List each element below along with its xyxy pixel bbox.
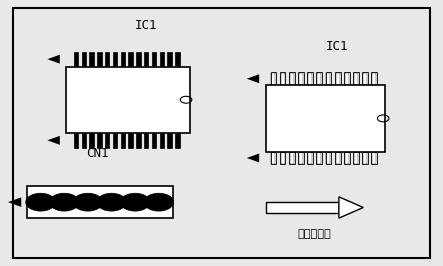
Bar — [167, 52, 172, 66]
Bar — [280, 72, 285, 85]
Bar — [136, 52, 140, 66]
Bar — [290, 73, 294, 85]
Bar — [298, 72, 304, 85]
Bar — [299, 73, 303, 85]
Bar — [289, 72, 295, 85]
Bar — [307, 72, 313, 85]
Polygon shape — [247, 153, 259, 163]
Bar — [335, 152, 341, 164]
Bar — [344, 152, 350, 164]
Bar — [159, 133, 164, 148]
Bar — [113, 133, 117, 148]
Bar — [308, 152, 312, 164]
Bar — [144, 52, 148, 66]
Circle shape — [49, 193, 79, 211]
Bar — [354, 73, 358, 85]
Text: IC1: IC1 — [135, 19, 157, 32]
Bar — [316, 152, 322, 164]
Circle shape — [73, 193, 103, 211]
Bar — [345, 152, 349, 164]
Bar — [280, 152, 285, 164]
Bar — [345, 73, 349, 85]
Bar — [82, 52, 86, 66]
Bar — [74, 133, 78, 148]
Bar — [281, 152, 284, 164]
Bar — [271, 152, 276, 164]
Bar — [371, 152, 377, 164]
Polygon shape — [8, 197, 21, 207]
Bar — [128, 133, 133, 148]
Bar — [308, 73, 312, 85]
Bar — [167, 133, 172, 148]
Bar — [307, 152, 313, 164]
Bar — [113, 52, 117, 66]
Bar — [372, 152, 376, 164]
Bar — [271, 72, 276, 85]
Bar — [105, 133, 109, 148]
Bar — [128, 52, 133, 66]
Bar — [335, 72, 341, 85]
Bar — [152, 133, 156, 148]
Bar — [66, 66, 190, 133]
Bar — [362, 72, 368, 85]
Bar — [281, 73, 284, 85]
Text: CN1: CN1 — [86, 147, 109, 160]
Bar — [326, 152, 330, 164]
Bar — [27, 186, 173, 218]
Bar — [120, 133, 125, 148]
Bar — [74, 52, 78, 66]
Circle shape — [144, 193, 174, 211]
Bar — [105, 52, 109, 66]
Bar — [89, 52, 94, 66]
Bar — [272, 73, 276, 85]
Circle shape — [120, 193, 150, 211]
Polygon shape — [47, 55, 60, 64]
Bar — [290, 152, 294, 164]
Bar — [299, 152, 303, 164]
Bar — [175, 133, 179, 148]
Bar — [152, 52, 156, 66]
Bar — [344, 72, 350, 85]
Bar — [363, 152, 367, 164]
Bar — [336, 152, 340, 164]
Bar — [353, 72, 359, 85]
Bar — [326, 152, 331, 164]
Bar — [353, 152, 359, 164]
Bar — [336, 73, 340, 85]
Bar — [175, 52, 179, 66]
Bar — [159, 52, 164, 66]
Bar — [120, 52, 125, 66]
Bar — [326, 73, 330, 85]
Text: IC1: IC1 — [326, 40, 348, 53]
Bar — [89, 133, 94, 148]
Bar — [362, 152, 368, 164]
Bar — [326, 72, 331, 85]
Text: 过波峰方向: 过波峰方向 — [298, 229, 331, 239]
Bar — [272, 152, 276, 164]
Bar — [317, 73, 321, 85]
Bar — [82, 133, 86, 148]
Bar — [144, 133, 148, 148]
Bar — [354, 152, 358, 164]
Bar — [136, 133, 140, 148]
Bar — [266, 202, 339, 213]
Circle shape — [97, 193, 126, 211]
Bar — [372, 73, 376, 85]
Bar — [316, 72, 322, 85]
Bar — [317, 152, 321, 164]
Bar — [289, 152, 295, 164]
Polygon shape — [47, 136, 60, 145]
Polygon shape — [247, 74, 259, 83]
Bar — [97, 133, 101, 148]
Circle shape — [26, 193, 55, 211]
Bar — [371, 72, 377, 85]
Bar — [298, 152, 304, 164]
Bar — [266, 85, 385, 152]
Bar — [363, 73, 367, 85]
Bar — [97, 52, 101, 66]
Polygon shape — [339, 197, 363, 218]
